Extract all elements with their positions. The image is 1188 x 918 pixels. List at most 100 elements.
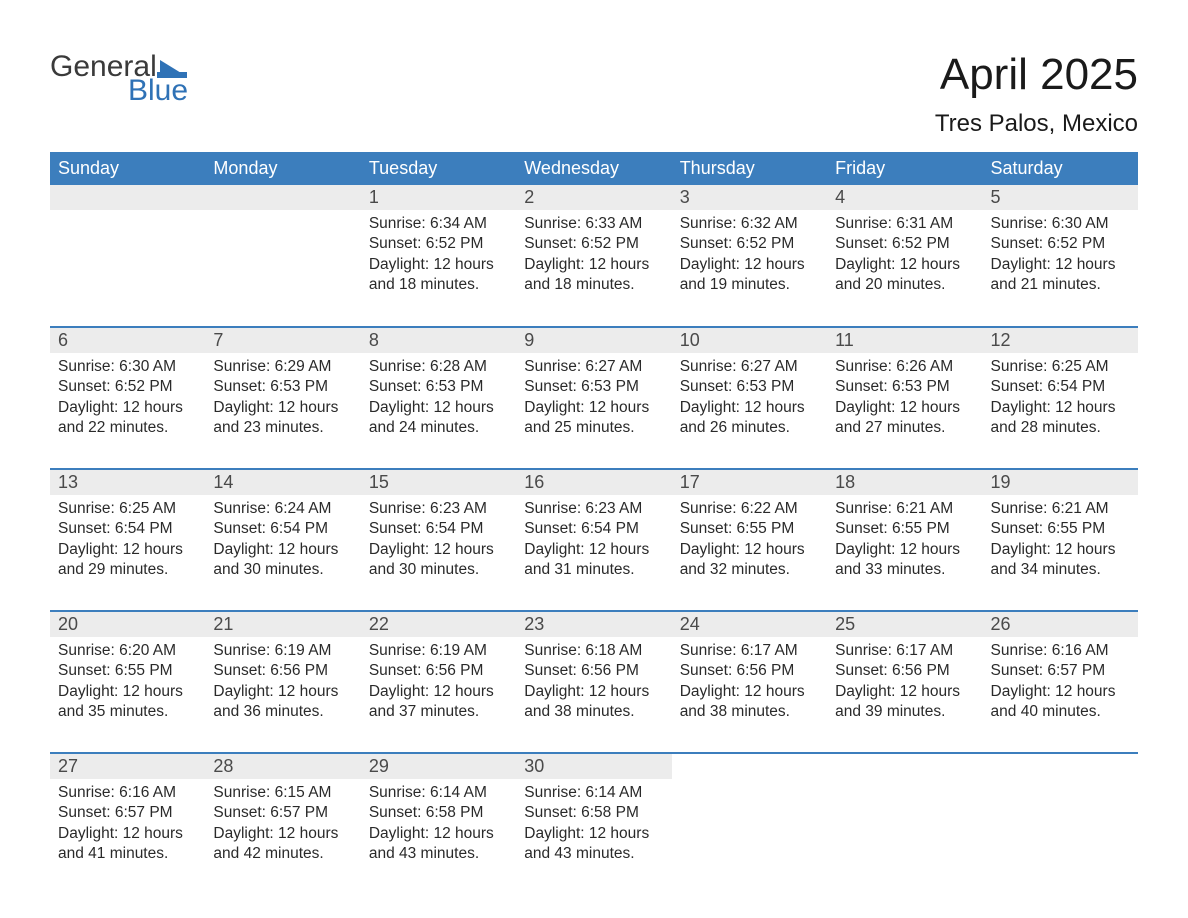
day-body: Sunrise: 6:33 AMSunset: 6:52 PMDaylight:… (516, 210, 671, 302)
daylight-line: Daylight: 12 hours and 37 minutes. (369, 682, 508, 723)
day-number: 17 (672, 470, 827, 495)
day-body: Sunrise: 6:16 AMSunset: 6:57 PMDaylight:… (983, 637, 1138, 729)
day-body: Sunrise: 6:21 AMSunset: 6:55 PMDaylight:… (983, 495, 1138, 587)
calendar-cell: 12Sunrise: 6:25 AMSunset: 6:54 PMDayligh… (983, 327, 1138, 469)
calendar-cell: 18Sunrise: 6:21 AMSunset: 6:55 PMDayligh… (827, 469, 982, 611)
day-number: 22 (361, 612, 516, 637)
day-body: Sunrise: 6:22 AMSunset: 6:55 PMDaylight:… (672, 495, 827, 587)
day-body: Sunrise: 6:31 AMSunset: 6:52 PMDaylight:… (827, 210, 982, 302)
weekday-header: Monday (205, 152, 360, 185)
sunrise-line: Sunrise: 6:25 AM (58, 499, 197, 519)
day-number: 3 (672, 185, 827, 210)
day-number: 6 (50, 328, 205, 353)
sunset-line: Sunset: 6:57 PM (58, 803, 197, 823)
day-body: Sunrise: 6:30 AMSunset: 6:52 PMDaylight:… (50, 353, 205, 445)
daylight-line: Daylight: 12 hours and 21 minutes. (991, 255, 1130, 296)
day-number: 21 (205, 612, 360, 637)
sunrise-line: Sunrise: 6:20 AM (58, 641, 197, 661)
sunset-line: Sunset: 6:52 PM (369, 234, 508, 254)
sunrise-line: Sunrise: 6:14 AM (369, 783, 508, 803)
daylight-line: Daylight: 12 hours and 18 minutes. (524, 255, 663, 296)
day-number: 11 (827, 328, 982, 353)
calendar-week-row: 20Sunrise: 6:20 AMSunset: 6:55 PMDayligh… (50, 611, 1138, 753)
daylight-line: Daylight: 12 hours and 32 minutes. (680, 540, 819, 581)
daylight-line: Daylight: 12 hours and 22 minutes. (58, 398, 197, 439)
sunrise-line: Sunrise: 6:18 AM (524, 641, 663, 661)
calendar-week-row: 27Sunrise: 6:16 AMSunset: 6:57 PMDayligh… (50, 753, 1138, 895)
sunrise-line: Sunrise: 6:27 AM (524, 357, 663, 377)
day-body: Sunrise: 6:24 AMSunset: 6:54 PMDaylight:… (205, 495, 360, 587)
calendar-cell: 20Sunrise: 6:20 AMSunset: 6:55 PMDayligh… (50, 611, 205, 753)
day-body: Sunrise: 6:34 AMSunset: 6:52 PMDaylight:… (361, 210, 516, 302)
calendar-cell: 2Sunrise: 6:33 AMSunset: 6:52 PMDaylight… (516, 185, 671, 327)
sunset-line: Sunset: 6:56 PM (835, 661, 974, 681)
sunset-line: Sunset: 6:54 PM (524, 519, 663, 539)
calendar-week-row: 13Sunrise: 6:25 AMSunset: 6:54 PMDayligh… (50, 469, 1138, 611)
weekday-header-row: SundayMondayTuesdayWednesdayThursdayFrid… (50, 152, 1138, 185)
calendar-cell: 24Sunrise: 6:17 AMSunset: 6:56 PMDayligh… (672, 611, 827, 753)
daylight-line: Daylight: 12 hours and 26 minutes. (680, 398, 819, 439)
daylight-line: Daylight: 12 hours and 30 minutes. (213, 540, 352, 581)
daylight-line: Daylight: 12 hours and 42 minutes. (213, 824, 352, 865)
calendar-cell: 26Sunrise: 6:16 AMSunset: 6:57 PMDayligh… (983, 611, 1138, 753)
calendar-cell: 5Sunrise: 6:30 AMSunset: 6:52 PMDaylight… (983, 185, 1138, 327)
day-body: Sunrise: 6:19 AMSunset: 6:56 PMDaylight:… (361, 637, 516, 729)
calendar-cell: 8Sunrise: 6:28 AMSunset: 6:53 PMDaylight… (361, 327, 516, 469)
day-body: Sunrise: 6:15 AMSunset: 6:57 PMDaylight:… (205, 779, 360, 871)
day-number: 2 (516, 185, 671, 210)
day-number: 14 (205, 470, 360, 495)
sunset-line: Sunset: 6:55 PM (680, 519, 819, 539)
sunrise-line: Sunrise: 6:16 AM (991, 641, 1130, 661)
calendar-cell: 3Sunrise: 6:32 AMSunset: 6:52 PMDaylight… (672, 185, 827, 327)
daylight-line: Daylight: 12 hours and 23 minutes. (213, 398, 352, 439)
day-number: 23 (516, 612, 671, 637)
sunrise-line: Sunrise: 6:30 AM (58, 357, 197, 377)
day-number-bar-empty (50, 185, 205, 210)
sunset-line: Sunset: 6:56 PM (680, 661, 819, 681)
sunset-line: Sunset: 6:52 PM (680, 234, 819, 254)
sunset-line: Sunset: 6:52 PM (835, 234, 974, 254)
calendar-cell: 19Sunrise: 6:21 AMSunset: 6:55 PMDayligh… (983, 469, 1138, 611)
weekday-header: Wednesday (516, 152, 671, 185)
daylight-line: Daylight: 12 hours and 24 minutes. (369, 398, 508, 439)
sunset-line: Sunset: 6:54 PM (213, 519, 352, 539)
day-body: Sunrise: 6:27 AMSunset: 6:53 PMDaylight:… (672, 353, 827, 445)
weekday-header: Friday (827, 152, 982, 185)
sunset-line: Sunset: 6:57 PM (213, 803, 352, 823)
sunrise-line: Sunrise: 6:27 AM (680, 357, 819, 377)
brand-logo-svg: General Blue (50, 50, 200, 102)
daylight-line: Daylight: 12 hours and 36 minutes. (213, 682, 352, 723)
sunset-line: Sunset: 6:56 PM (524, 661, 663, 681)
day-number: 30 (516, 754, 671, 779)
daylight-line: Daylight: 12 hours and 41 minutes. (58, 824, 197, 865)
day-number: 25 (827, 612, 982, 637)
day-number: 1 (361, 185, 516, 210)
sunset-line: Sunset: 6:54 PM (369, 519, 508, 539)
sunrise-line: Sunrise: 6:26 AM (835, 357, 974, 377)
sunset-line: Sunset: 6:55 PM (835, 519, 974, 539)
calendar-cell: 14Sunrise: 6:24 AMSunset: 6:54 PMDayligh… (205, 469, 360, 611)
calendar-table: SundayMondayTuesdayWednesdayThursdayFrid… (50, 152, 1138, 895)
daylight-line: Daylight: 12 hours and 35 minutes. (58, 682, 197, 723)
daylight-line: Daylight: 12 hours and 38 minutes. (680, 682, 819, 723)
day-number: 24 (672, 612, 827, 637)
sunrise-line: Sunrise: 6:25 AM (991, 357, 1130, 377)
sunset-line: Sunset: 6:55 PM (58, 661, 197, 681)
daylight-line: Daylight: 12 hours and 39 minutes. (835, 682, 974, 723)
calendar-cell: 7Sunrise: 6:29 AMSunset: 6:53 PMDaylight… (205, 327, 360, 469)
daylight-line: Daylight: 12 hours and 19 minutes. (680, 255, 819, 296)
sunset-line: Sunset: 6:58 PM (369, 803, 508, 823)
day-body: Sunrise: 6:14 AMSunset: 6:58 PMDaylight:… (516, 779, 671, 871)
day-number: 29 (361, 754, 516, 779)
day-number: 26 (983, 612, 1138, 637)
sunrise-line: Sunrise: 6:23 AM (369, 499, 508, 519)
calendar-cell: 4Sunrise: 6:31 AMSunset: 6:52 PMDaylight… (827, 185, 982, 327)
calendar-cell: 29Sunrise: 6:14 AMSunset: 6:58 PMDayligh… (361, 753, 516, 895)
sunset-line: Sunset: 6:56 PM (369, 661, 508, 681)
day-body: Sunrise: 6:32 AMSunset: 6:52 PMDaylight:… (672, 210, 827, 302)
day-number: 4 (827, 185, 982, 210)
sunrise-line: Sunrise: 6:30 AM (991, 214, 1130, 234)
sunrise-line: Sunrise: 6:24 AM (213, 499, 352, 519)
calendar-cell: 13Sunrise: 6:25 AMSunset: 6:54 PMDayligh… (50, 469, 205, 611)
sunrise-line: Sunrise: 6:15 AM (213, 783, 352, 803)
